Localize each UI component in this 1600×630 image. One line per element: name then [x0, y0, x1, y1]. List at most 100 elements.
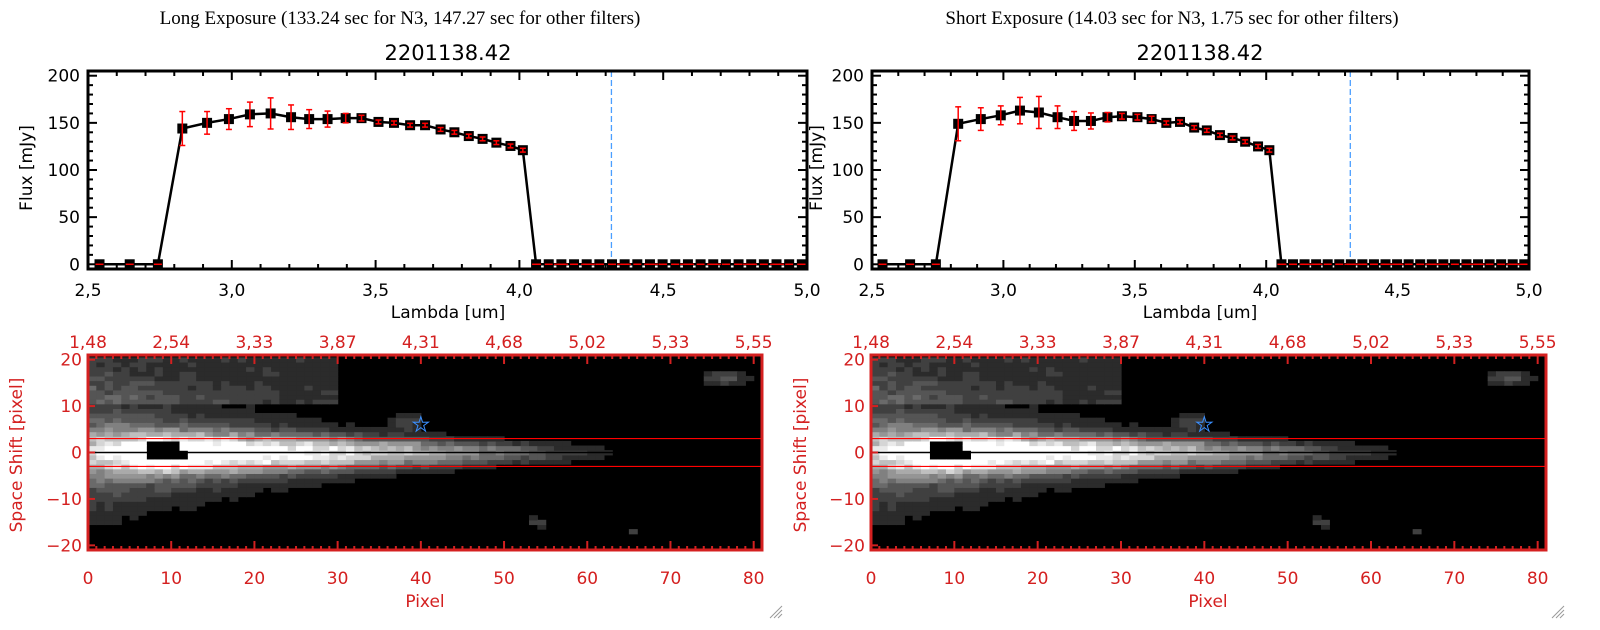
image-pixel — [912, 422, 922, 428]
image-pixel — [1112, 375, 1122, 382]
image-pixel — [304, 399, 314, 405]
image-pixel — [887, 380, 897, 386]
image-pixel — [112, 515, 122, 521]
image-pixel — [104, 487, 114, 493]
image-pixel — [946, 473, 955, 479]
image-pixel — [1079, 468, 1089, 474]
resize-grip-icon[interactable] — [1551, 605, 1565, 619]
image-pixel — [896, 389, 905, 396]
image-pixel — [1329, 445, 1339, 451]
image-pixel — [262, 459, 272, 465]
image-pixel — [896, 413, 905, 419]
image-pixel — [896, 505, 905, 512]
image-pixel — [104, 422, 114, 428]
resize-grip-icon[interactable] — [769, 605, 783, 619]
image-pixel — [162, 399, 172, 405]
image-pixel — [1054, 413, 1064, 419]
image-pixel — [929, 496, 939, 502]
image-pixel — [1021, 413, 1030, 419]
image-pixel — [871, 482, 880, 488]
image-pixel — [337, 473, 347, 479]
image-pixel — [553, 454, 563, 461]
image-pixel — [1121, 468, 1130, 474]
image-pixel — [246, 482, 256, 488]
image-pixel — [946, 468, 955, 474]
image-pixel — [254, 413, 264, 419]
image-pixel — [1496, 371, 1505, 377]
image-pixel — [262, 478, 272, 484]
image-pixel — [154, 482, 164, 488]
image-pixel — [1121, 431, 1130, 437]
image-pixel — [296, 459, 305, 465]
image-pixel — [1229, 454, 1239, 461]
image-pixel — [345, 431, 355, 437]
star-marker-icon — [1195, 414, 1214, 433]
image-pixel — [1071, 385, 1080, 391]
image-pixel — [312, 426, 322, 433]
image-pixel — [1104, 389, 1114, 396]
x-tick-label: 4,5 — [1384, 281, 1411, 301]
image-pixel — [204, 375, 214, 382]
image-pixel — [553, 459, 563, 465]
image-pixel — [204, 468, 214, 474]
image-pixel — [171, 482, 181, 488]
image-pixel — [1154, 459, 1164, 465]
image-pixel — [1329, 440, 1339, 447]
top-x-tick-label: 5,33 — [652, 333, 690, 353]
image-pixel — [312, 445, 322, 451]
image-pixel — [112, 459, 122, 465]
image-pixel — [320, 454, 330, 461]
image-pixel — [96, 389, 106, 396]
image-pixel — [296, 371, 305, 377]
image-pixel — [904, 431, 914, 437]
image-pixel — [137, 371, 147, 377]
image-pixel — [987, 375, 997, 382]
y-tick-label: 20 — [843, 351, 865, 371]
image-pixel — [337, 440, 347, 447]
image-pixel — [1046, 422, 1055, 428]
image-pixel — [104, 519, 114, 526]
image-pixel — [1329, 459, 1339, 465]
image-pixel — [1129, 459, 1139, 465]
image-pixel — [329, 478, 339, 484]
image-pixel — [312, 422, 322, 428]
image-pixel — [96, 431, 106, 437]
image-pixel — [979, 403, 989, 409]
image-pixel — [1371, 454, 1380, 461]
image-pixel — [1087, 454, 1097, 461]
image-pixel — [946, 426, 955, 433]
image-pixel — [154, 375, 164, 382]
image-pixel — [262, 380, 272, 386]
image-pixel — [121, 417, 131, 423]
image-pixel — [1321, 445, 1330, 451]
image-pixel — [212, 459, 222, 465]
image-pixel — [921, 403, 930, 409]
image-pixel — [287, 417, 297, 423]
image-pixel — [287, 389, 297, 396]
image-pixel — [720, 375, 730, 382]
image-pixel — [112, 478, 122, 484]
image-pixel — [437, 440, 447, 447]
image-pixel — [296, 380, 305, 386]
image-pixel — [987, 394, 997, 400]
image-pixel — [529, 440, 538, 447]
image-pixel — [279, 431, 289, 437]
image-pixel — [912, 487, 922, 493]
image-pixel — [946, 422, 955, 428]
image-pixel — [212, 454, 222, 461]
image-pixel — [1037, 431, 1047, 437]
image-pixel — [395, 454, 405, 461]
image-pixel — [1054, 426, 1064, 433]
image-pixel — [1071, 389, 1080, 396]
image-pixel — [954, 482, 964, 488]
image-pixel — [1062, 459, 1072, 465]
image-pixel — [1037, 413, 1047, 419]
image-pixel — [904, 357, 914, 363]
image-pixel — [971, 487, 980, 493]
image-pixel — [745, 375, 755, 382]
image-pixel — [1004, 422, 1014, 428]
image-pixel — [154, 501, 164, 507]
image-pixel — [937, 389, 947, 396]
image-pixel — [1079, 445, 1089, 451]
image-pixel — [1021, 473, 1030, 479]
